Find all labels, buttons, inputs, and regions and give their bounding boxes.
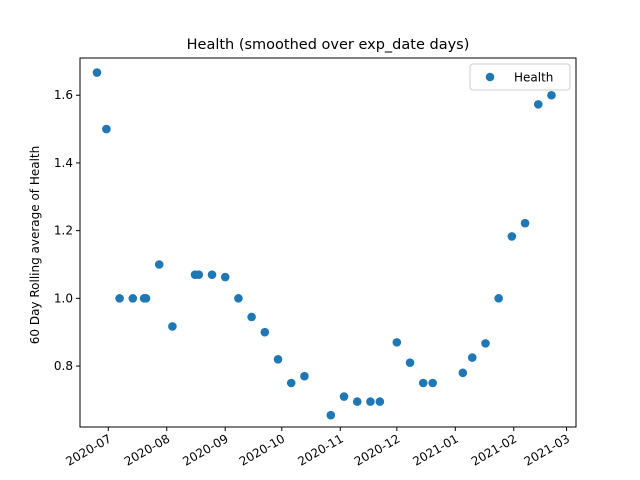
data-point	[260, 327, 270, 337]
data-point	[194, 270, 204, 279]
legend-marker	[485, 72, 495, 82]
y-tick-label: 0.8	[54, 359, 73, 373]
data-point	[481, 339, 490, 348]
y-tick-label: 1.2	[54, 224, 73, 238]
data-point	[102, 124, 111, 134]
data-point	[352, 397, 362, 406]
data-point	[220, 272, 230, 282]
data-point	[467, 353, 477, 362]
data-point	[533, 100, 543, 109]
data-point	[247, 312, 256, 322]
y-axis-label: 60 Day Rolling average of Health	[28, 146, 42, 345]
axes-frame	[79, 57, 577, 428]
data-point	[115, 294, 124, 303]
data-point	[507, 232, 517, 241]
data-point	[392, 338, 402, 347]
data-point	[234, 294, 243, 303]
data-point	[418, 378, 428, 388]
data-point	[520, 218, 530, 228]
data-point	[428, 378, 437, 388]
data-point	[286, 378, 296, 388]
legend: Health	[469, 63, 571, 91]
data-point	[339, 392, 349, 401]
y-tick-label: 1.6	[54, 88, 73, 102]
data-point	[128, 294, 138, 303]
data-point	[154, 260, 164, 269]
data-point	[92, 68, 102, 77]
data-point	[366, 397, 375, 406]
data-point	[494, 294, 503, 303]
chart-title: Health (smoothed over exp_date days)	[187, 37, 470, 53]
y-tick-label: 1.0	[54, 291, 73, 305]
data-point	[326, 410, 336, 420]
y-tick-label: 1.4	[54, 156, 73, 170]
data-point	[547, 90, 556, 100]
data-point	[375, 397, 385, 406]
legend-label: Health	[514, 71, 553, 85]
data-point	[207, 270, 217, 279]
legend-box	[469, 63, 571, 91]
data-point	[168, 322, 177, 331]
data-point	[273, 354, 283, 364]
data-point	[141, 294, 151, 303]
data-point	[405, 358, 415, 367]
data-point	[300, 371, 309, 381]
data-point	[458, 368, 468, 378]
